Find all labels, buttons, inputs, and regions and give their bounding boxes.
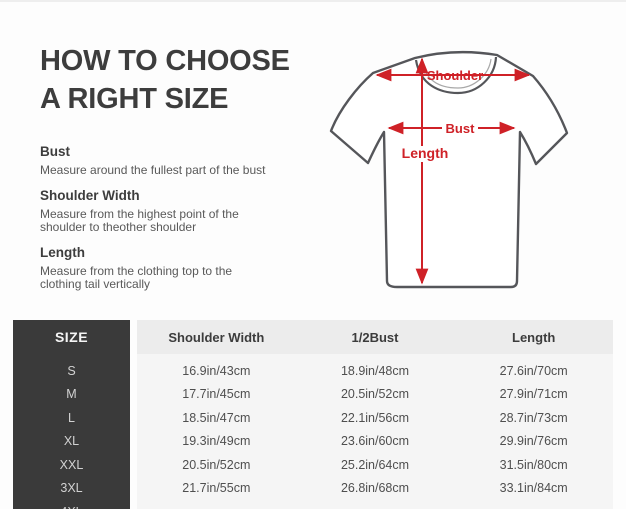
length-value: 31.5in/80cm [499, 457, 568, 472]
size-row-label: S [67, 363, 76, 378]
size-column-header: SIZE [54, 329, 89, 345]
table-row: 19.3in/49cm 23.6in/60cm 29.9in/76cm [137, 430, 613, 454]
half-bust-value: 20.5in/52cm [340, 387, 410, 402]
column-header-half-bust: 1/2Bust [351, 329, 399, 345]
table-row: 20.5in/52cm 25.2in/64cm 31.5in/80cm [137, 453, 613, 477]
section-text: Measure from the highest point of the [40, 206, 239, 221]
table-row: 18.5in/47cm 22.1in/56cm 28.7in/73cm [137, 406, 613, 430]
section-text: clothing tail vertically [40, 277, 151, 291]
half-bust-value: 26.8in/68cm [340, 481, 410, 496]
section-heading: Length [40, 244, 85, 260]
length-value: 28.7in/73cm [499, 410, 568, 425]
shoulder-width-value: 17.7in/45cm [182, 387, 251, 402]
section-text: Measure from the clothing top to the [40, 263, 233, 278]
guide-section-length: Length Measure from the clothing top to … [40, 245, 320, 292]
size-table-body: 16.9in/43cm 18.9in/48cm 27.6in/70cm 17.7… [137, 354, 613, 509]
shoulder-width-value: 21.7in/55cm [182, 481, 251, 496]
table-row [137, 500, 613, 509]
page-title-line2: A RIGHT SIZE [40, 83, 229, 115]
section-heading: Shoulder Width [40, 187, 140, 203]
length-value [454, 500, 613, 509]
size-row-label: L [68, 410, 75, 425]
guide-section-bust: Bust Measure around the fullest part of … [40, 144, 320, 178]
table-row: 21.7in/55cm 26.8in/68cm 33.1in/84cm [137, 477, 613, 501]
size-row-label: XXL [59, 457, 84, 472]
size-row-label: 3XL [60, 481, 83, 496]
size-table-size-column: SIZE S M L XL XXL 3XL 4XL [13, 320, 130, 509]
size-table-header-row: Shoulder Width 1/2Bust Length [137, 320, 613, 354]
size-row-label: M [66, 387, 77, 402]
bust-arrow-label: Bust [446, 121, 476, 136]
size-table-values: Shoulder Width 1/2Bust Length 16.9in/43c… [137, 320, 613, 509]
length-value: 29.9in/76cm [499, 434, 568, 449]
column-header-shoulder-width: Shoulder Width [168, 329, 265, 345]
tshirt-outline [329, 50, 569, 289]
half-bust-value [296, 500, 455, 509]
shoulder-width-value: 19.3in/49cm [182, 434, 251, 449]
bust-measure-arrow: Bust [387, 121, 516, 136]
measuring-guide: HOW TO CHOOSE A RIGHT SIZE Bust Measure … [40, 42, 320, 302]
table-row: 16.9in/43cm 18.9in/48cm 27.6in/70cm [137, 359, 613, 383]
tshirt-measurement-diagram: Shoulder Bust Length [315, 35, 615, 305]
guide-section-shoulder-width: Shoulder Width Measure from the highest … [40, 188, 320, 235]
shoulder-measure-arrow: Shoulder [375, 68, 531, 83]
size-row-label: XL [63, 434, 80, 449]
half-bust-value: 25.2in/64cm [340, 457, 410, 472]
length-measure-arrow: Length [402, 57, 449, 285]
page-title: HOW TO CHOOSE A RIGHT SIZE [40, 42, 320, 118]
half-bust-value: 18.9in/48cm [340, 363, 410, 378]
length-value: 27.9in/71cm [499, 387, 568, 402]
length-value: 33.1in/84cm [499, 481, 568, 496]
tshirt-diagram-svg: Shoulder Bust Length [329, 50, 569, 289]
section-text: Measure around the fullest part of the b… [40, 163, 266, 177]
shoulder-width-value: 20.5in/52cm [182, 457, 251, 472]
table-row: 17.7in/45cm 20.5in/52cm 27.9in/71cm [137, 383, 613, 407]
top-border-line [0, 0, 626, 2]
half-bust-value: 23.6in/60cm [340, 434, 410, 449]
half-bust-value: 22.1in/56cm [340, 410, 410, 425]
shoulder-arrow-label: Shoulder [427, 68, 483, 83]
page-title-line1: HOW TO CHOOSE [40, 45, 290, 77]
section-heading: Bust [40, 144, 70, 159]
length-arrow-label: Length [402, 145, 449, 161]
column-header-length: Length [512, 329, 556, 345]
size-label-list: S M L XL XXL 3XL 4XL [13, 354, 130, 509]
shoulder-width-value: 18.5in/47cm [182, 410, 251, 425]
shoulder-width-value [137, 500, 296, 509]
section-text: shoulder to theother shoulder [40, 220, 197, 234]
length-value: 27.6in/70cm [499, 363, 568, 378]
size-row-label: 4XL [13, 500, 130, 509]
shoulder-width-value: 16.9in/43cm [182, 363, 251, 378]
guide-sections: Bust Measure around the fullest part of … [40, 144, 320, 292]
